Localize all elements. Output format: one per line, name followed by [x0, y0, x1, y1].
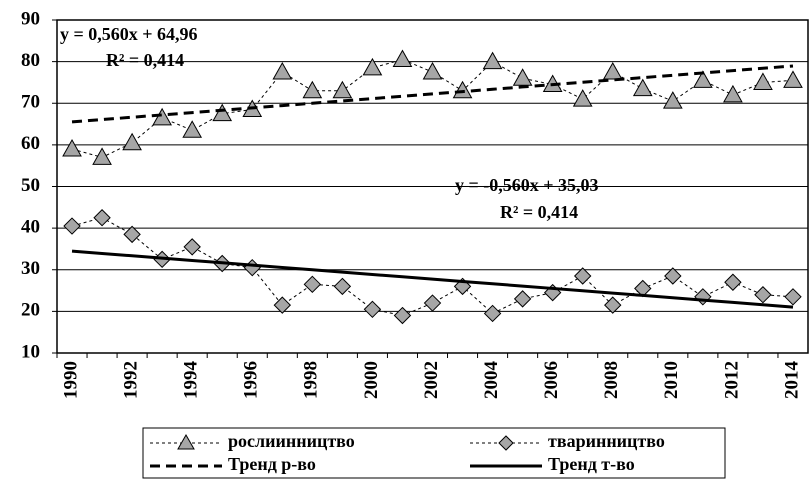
y-tick-label: 30	[21, 258, 40, 279]
marker	[302, 80, 323, 99]
legend-label: рослиинництво	[228, 431, 355, 451]
y-tick-label: 50	[21, 175, 40, 196]
x-tick-label: 2012	[721, 361, 742, 399]
marker	[62, 139, 82, 157]
marker	[123, 225, 141, 244]
marker	[243, 258, 261, 277]
x-tick-label: 2006	[541, 361, 562, 399]
marker	[423, 294, 442, 312]
y-tick-label: 70	[21, 92, 40, 113]
x-tick-label: 2014	[781, 361, 802, 400]
marker	[602, 62, 623, 80]
annotation: R² = 0,414	[106, 50, 184, 70]
marker	[182, 120, 203, 138]
marker	[483, 304, 502, 323]
marker	[632, 78, 653, 97]
annotation: y = -0,560x + 35,03	[455, 175, 599, 195]
x-tick-label: 2010	[661, 361, 682, 399]
legend-marker	[498, 435, 514, 451]
marker	[662, 91, 683, 109]
marker	[452, 80, 473, 99]
marker	[272, 62, 293, 80]
marker	[482, 51, 503, 70]
x-tick-label: 2002	[421, 361, 442, 399]
marker	[212, 103, 233, 122]
marker	[724, 273, 742, 291]
x-tick-label: 2000	[361, 361, 382, 399]
legend-label: Тренд т-во	[548, 454, 635, 474]
marker	[422, 62, 443, 80]
marker	[332, 80, 353, 99]
marker	[303, 275, 322, 294]
marker	[362, 57, 383, 76]
marker	[783, 70, 803, 88]
y-tick-label: 40	[21, 216, 40, 237]
marker	[723, 84, 743, 103]
annotation: R² = 0,414	[500, 202, 578, 222]
marker	[664, 267, 682, 285]
legend-box	[142, 427, 726, 479]
marker	[63, 217, 81, 235]
x-tick-label: 1998	[301, 361, 322, 399]
marker	[392, 49, 413, 68]
marker	[604, 296, 622, 314]
x-tick-label: 1992	[120, 361, 141, 399]
trend-line	[71, 64, 794, 124]
marker	[93, 209, 111, 227]
x-tick-label: 1994	[181, 361, 202, 400]
marker	[784, 288, 802, 306]
x-tick-label: 1996	[241, 361, 262, 399]
marker	[573, 267, 592, 285]
marker	[273, 296, 292, 314]
marker	[393, 306, 412, 325]
legend-label: тваринництво	[548, 431, 665, 451]
trend-line	[71, 249, 794, 309]
y-tick-label: 60	[21, 133, 40, 154]
marker	[92, 147, 112, 165]
y-tick-label: 10	[21, 341, 40, 362]
x-tick-label: 1990	[60, 361, 81, 399]
marker	[754, 286, 772, 304]
legend-label: Тренд р-во	[228, 454, 316, 474]
marker	[122, 132, 142, 151]
marker	[363, 300, 382, 319]
x-tick-label: 2008	[601, 361, 622, 399]
marker	[333, 277, 352, 296]
legend-marker	[177, 433, 195, 450]
marker	[694, 288, 712, 306]
marker	[693, 70, 713, 88]
marker	[152, 107, 172, 126]
marker	[512, 68, 533, 86]
y-tick-label: 90	[21, 8, 40, 29]
marker	[183, 238, 201, 256]
marker	[513, 290, 532, 308]
y-tick-label: 80	[21, 50, 40, 71]
y-tick-label: 20	[21, 300, 40, 321]
marker	[572, 89, 593, 107]
x-tick-label: 2004	[481, 361, 502, 400]
annotation: y = 0,560x + 64,96	[60, 24, 198, 44]
marker	[753, 72, 773, 90]
